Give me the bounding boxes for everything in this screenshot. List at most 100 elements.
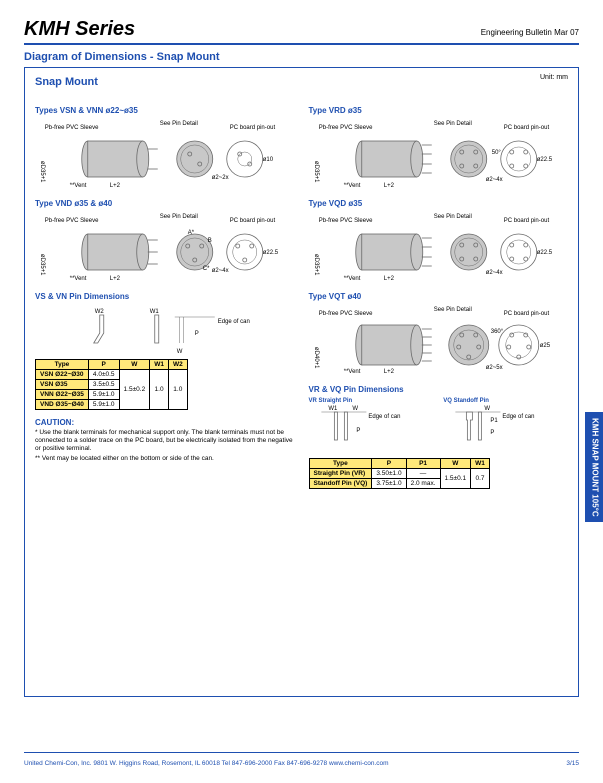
lbl-225-r2: ø22.5 (536, 250, 552, 256)
th: W (440, 459, 471, 469)
diagram-vrd: Pb-free PVC Sleeve See Pin Detail PC boa… (309, 119, 569, 189)
lbl-50deg: 50° (491, 150, 501, 156)
lbl-sleeve-r2: Pb-free PVC Sleeve (318, 218, 372, 224)
td: — (406, 469, 440, 479)
th-w2: W2 (168, 360, 187, 370)
lbl-vent-r1: **Vent (343, 183, 360, 189)
lbl-l-r2: L+2 (383, 276, 394, 282)
lbl-phi24-r1: ø2~4x (485, 177, 502, 183)
td: 3.50±1.0 (372, 469, 406, 479)
right-column: Type VRD ø35 Pb-free PVC Sleeve See Pin … (309, 96, 569, 489)
lbl-p-vr: P (356, 428, 360, 434)
lbl-edge: Edge of can (218, 319, 250, 325)
caution-2: ** Vent may be located either on the bot… (35, 455, 295, 463)
diagram-vqt: Pb-free PVC Sleeve See Pin Detail PC boa… (309, 305, 569, 375)
lbl-phi225: ø22.5 (263, 250, 279, 256)
lbl-a: A* (188, 230, 195, 236)
lbl-see-pin-r3: See Pin Detail (433, 307, 471, 313)
lbl-c: C* (203, 266, 210, 272)
lbl-phi2: ø2~2x (212, 175, 229, 181)
diagram-vs-vn-pins: W2 W1 Edge of can W P (35, 305, 295, 355)
td: 5.9±1.0 (88, 400, 119, 410)
footer-left: United Chemi-Con, Inc. 9801 W. Higgins R… (24, 760, 389, 767)
lbl-pcb: PC board pin-out (230, 125, 276, 131)
left-sub2: Type VND ø35 & ø40 (35, 199, 295, 208)
lbl-w2: W2 (95, 309, 105, 315)
lbl-d: øD35+1 (39, 161, 45, 183)
caution-1: * Use the blank terminals for mechanical… (35, 429, 295, 453)
lbl-w1: W1 (150, 309, 160, 315)
td: 1.5±0.2 (119, 370, 150, 410)
td: 3.75±1.0 (372, 479, 406, 489)
td: Straight Pin (VR) (309, 469, 372, 479)
th-w: W (119, 360, 150, 370)
box-title: Snap Mount (35, 76, 568, 88)
lbl-225-r1: ø22.5 (536, 157, 552, 163)
content-box: Snap Mount Unit: mm Types VSN & VNN ø22~… (24, 67, 579, 697)
series-title: KMH Series (24, 18, 135, 41)
lbl-pcb-r1: PC board pin-out (503, 125, 549, 131)
th-p: P (88, 360, 119, 370)
lbl-p1-vq: P1 (491, 418, 499, 424)
td: VSN Ø22~Ø30 (36, 370, 89, 380)
left-column: Types VSN & VNN ø22~ø35 Pb-free PVC Slee… (35, 96, 295, 489)
right-sub2: Type VQD ø35 (309, 199, 569, 208)
td: VND Ø35~Ø40 (36, 400, 89, 410)
td: Standoff Pin (VQ) (309, 479, 372, 489)
lbl-d-r1: øD35+1 (312, 161, 318, 183)
lbl-p-vq: P (491, 430, 495, 436)
lbl-edge-vq: Edge of can (503, 414, 535, 420)
left-sub3: VS & VN Pin Dimensions (35, 292, 295, 301)
lbl-see-pin-r2: See Pin Detail (433, 214, 471, 220)
lbl-w: W (177, 349, 183, 355)
caution-head: CAUTION: (35, 418, 295, 427)
th: W1 (471, 459, 490, 469)
td: 1.0 (168, 370, 187, 410)
right-sub3: Type VQT ø40 (309, 292, 569, 301)
unit-label: Unit: mm (540, 74, 568, 81)
th-w1: W1 (150, 360, 169, 370)
lbl-l: L+2 (110, 183, 121, 189)
td: 5.9±1.0 (88, 390, 119, 400)
lbl-vent-r3: **Vent (343, 369, 360, 375)
lbl-sleeve-r3: Pb-free PVC Sleeve (318, 311, 372, 317)
diagram-vqd: Pb-free PVC Sleeve See Pin Detail PC boa… (309, 212, 569, 282)
lbl-d-2: øD35+1 (39, 254, 45, 276)
table-vs-vn: Type P W W1 W2 VSN Ø22~Ø30 4.0±0.5 1.5±0… (35, 359, 188, 410)
td: 1.0 (150, 370, 169, 410)
lbl-vent-2: **Vent (70, 276, 87, 282)
lbl-w1-vr: W1 (328, 406, 338, 412)
bulletin-date: Engineering Bulletin Mar 07 (481, 28, 579, 37)
td: 0.7 (471, 469, 490, 489)
side-tab: KMH SNAP MOUNT 105°C (585, 412, 603, 522)
lbl-see-pin: See Pin Detail (160, 121, 198, 127)
th: P (372, 459, 406, 469)
footer-rule (24, 752, 579, 753)
lbl-phi24: ø2~4x (212, 268, 229, 274)
diagram-vsn-vnn: Pb-free PVC Sleeve See Pin Detail PC boa… (35, 119, 295, 189)
th: Type (309, 459, 372, 469)
td: 4.0±0.5 (88, 370, 119, 380)
lbl-see-pin-r1: See Pin Detail (433, 121, 471, 127)
lbl-l-2: L+2 (110, 276, 121, 282)
lbl-phi24-r2: ø2~4x (485, 270, 502, 276)
td: 2.0 max. (406, 479, 440, 489)
th-type: Type (36, 360, 89, 370)
td: 3.5±0.5 (88, 380, 119, 390)
lbl-sleeve-r1: Pb-free PVC Sleeve (318, 125, 372, 131)
lbl-l-r1: L+2 (383, 183, 394, 189)
lbl-phi10: ø10 (263, 157, 274, 163)
lbl-w-vr: W (352, 406, 358, 412)
footer-page: 3/15 (566, 760, 579, 767)
lbl-see-pin-2: See Pin Detail (160, 214, 198, 220)
lbl-d-r2: øD35+1 (312, 254, 318, 276)
left-sub1: Types VSN & VNN ø22~ø35 (35, 106, 295, 115)
lbl-sleeve-2: Pb-free PVC Sleeve (45, 218, 99, 224)
lbl-pcb-r3: PC board pin-out (503, 311, 549, 317)
td: VSN Ø35 (36, 380, 89, 390)
table-vr-vq: Type P P1 W W1 Straight Pin (VR) 3.50±1.… (309, 458, 490, 489)
lbl-sleeve: Pb-free PVC Sleeve (45, 125, 99, 131)
right-sub4: VR & VQ Pin Dimensions (309, 385, 569, 394)
lbl-pcb-2: PC board pin-out (230, 218, 276, 224)
section-title: Diagram of Dimensions - Snap Mount (24, 51, 579, 63)
